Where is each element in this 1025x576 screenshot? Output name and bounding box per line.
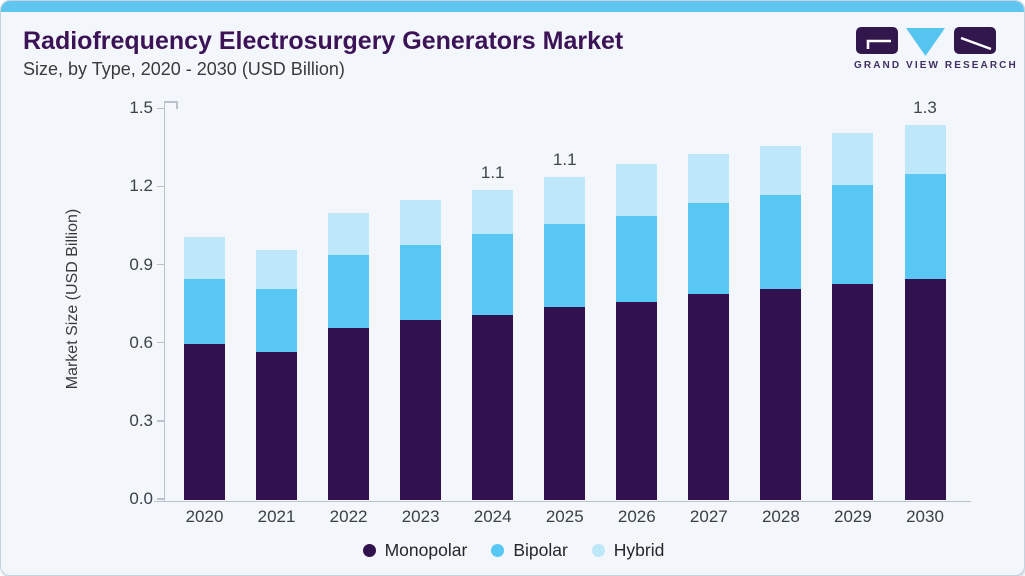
bar-segment-hybrid-2028[interactable] <box>760 145 802 196</box>
grand-view-research-wordmark: GRAND VIEW RESEARCH <box>854 60 1018 71</box>
x-tick-label-2020: 2020 <box>185 507 224 526</box>
bar-segment-hybrid-2020[interactable] <box>184 236 225 279</box>
bar-segment-bipolar-2024[interactable] <box>472 234 514 316</box>
bar-segment-hybrid-2021[interactable] <box>256 249 298 289</box>
x-tick-label-2021: 2021 <box>257 507 296 526</box>
bar-segment-monopolar-2026[interactable] <box>616 302 658 500</box>
bar-segment-hybrid-2030[interactable] <box>904 124 946 175</box>
x-tick-label-2025: 2025 <box>545 507 584 526</box>
y-axis-top-cap <box>163 101 178 103</box>
bar-segment-bipolar-2028[interactable] <box>760 195 802 289</box>
bar-segment-hybrid-2024[interactable] <box>472 190 514 235</box>
chart-title: Radiofrequency Electrosurgery Generators… <box>23 27 624 55</box>
y-tick-label-1.2: 1.2 <box>129 176 153 196</box>
y-tick-mark-0.6 <box>157 341 164 344</box>
x-tick-label-2028: 2028 <box>761 507 800 526</box>
bar-segment-monopolar-2021[interactable] <box>256 351 298 500</box>
y-tick-label-0.3: 0.3 <box>129 410 153 430</box>
bar-segment-bipolar-2023[interactable] <box>400 244 442 321</box>
bar-segment-hybrid-2027[interactable] <box>688 153 730 204</box>
legend-dot-hybrid-icon <box>591 543 605 557</box>
bar-segment-bipolar-2021[interactable] <box>256 288 298 352</box>
legend-label-monopolar: Monopolar <box>384 539 468 560</box>
y-axis-top-cap-stub <box>176 101 178 109</box>
bar-value-label-2030: 1.3 <box>913 97 937 117</box>
x-tick-label-2027: 2027 <box>689 507 728 526</box>
y-tick-mark-0.9 <box>157 263 164 266</box>
bar-segment-hybrid-2023[interactable] <box>400 200 442 245</box>
x-tick-label-2022: 2022 <box>329 507 368 526</box>
y-tick-label-0.6: 0.6 <box>129 332 153 352</box>
bar-segment-bipolar-2029[interactable] <box>832 184 874 284</box>
x-tick-label-2024: 2024 <box>473 507 512 526</box>
x-axis-spine <box>154 500 971 502</box>
bar-segment-monopolar-2025[interactable] <box>544 307 586 500</box>
legend-item-bipolar[interactable]: Bipolar <box>491 539 568 561</box>
bar-segment-bipolar-2022[interactable] <box>328 255 370 329</box>
bar-segment-monopolar-2027[interactable] <box>688 294 730 500</box>
chart-subtitle: Size, by Type, 2020 - 2030 (USD Billion) <box>23 59 345 79</box>
y-tick-label-1.5: 1.5 <box>129 98 153 118</box>
x-tick-label-2026: 2026 <box>617 507 656 526</box>
bar-segment-monopolar-2028[interactable] <box>760 288 802 500</box>
bar-segment-hybrid-2026[interactable] <box>616 163 658 217</box>
bar-value-label-2025: 1.1 <box>552 149 577 169</box>
legend-label-hybrid: Hybrid <box>613 539 665 560</box>
legend-label-bipolar: Bipolar <box>513 539 568 560</box>
x-tick-label-2023: 2023 <box>401 507 440 526</box>
legend-item-hybrid[interactable]: Hybrid <box>591 539 665 561</box>
y-tick-mark-1.2 <box>157 185 164 188</box>
y-axis-spine <box>163 101 165 501</box>
bar-segment-bipolar-2027[interactable] <box>688 203 730 295</box>
legend-dot-bipolar-icon <box>491 543 505 557</box>
legend-item-monopolar[interactable]: Monopolar <box>362 539 468 561</box>
x-tick-label-2030: 2030 <box>906 507 944 526</box>
y-tick-label-0.9: 0.9 <box>129 254 153 274</box>
bar-segment-hybrid-2029[interactable] <box>832 132 874 185</box>
bar-segment-bipolar-2026[interactable] <box>616 216 658 302</box>
accent-strip <box>1 1 1024 12</box>
chart-legend: Monopolar Bipolar Hybrid <box>1 538 1024 562</box>
bar-segment-monopolar-2023[interactable] <box>400 320 442 500</box>
bar-segment-hybrid-2022[interactable] <box>328 213 370 256</box>
bar-value-label-2024: 1.1 <box>480 163 505 182</box>
y-tick-label-0.0: 0.0 <box>129 489 153 508</box>
bar-segment-monopolar-2030[interactable] <box>904 278 946 500</box>
bar-segment-bipolar-2025[interactable] <box>544 223 586 308</box>
bar-segment-bipolar-2020[interactable] <box>184 278 225 344</box>
legend-dot-monopolar-icon <box>362 543 376 557</box>
bar-segment-monopolar-2024[interactable] <box>472 315 514 500</box>
bar-segment-monopolar-2020[interactable] <box>184 343 225 500</box>
bar-segment-hybrid-2025[interactable] <box>544 176 586 224</box>
bar-segment-monopolar-2022[interactable] <box>328 328 370 500</box>
y-tick-mark-1.5 <box>157 107 164 109</box>
y-tick-mark-0.0 <box>157 498 164 500</box>
y-axis-title: Market Size (USD Billion) <box>64 208 81 390</box>
bar-segment-monopolar-2029[interactable] <box>832 283 874 500</box>
grand-view-research-logo: GRAND VIEW RESEARCH <box>854 25 1018 75</box>
grand-view-research-logo-icon <box>856 27 996 56</box>
x-tick-label-2029: 2029 <box>834 507 872 526</box>
bar-segment-bipolar-2030[interactable] <box>904 174 946 279</box>
y-tick-mark-0.3 <box>157 420 164 422</box>
